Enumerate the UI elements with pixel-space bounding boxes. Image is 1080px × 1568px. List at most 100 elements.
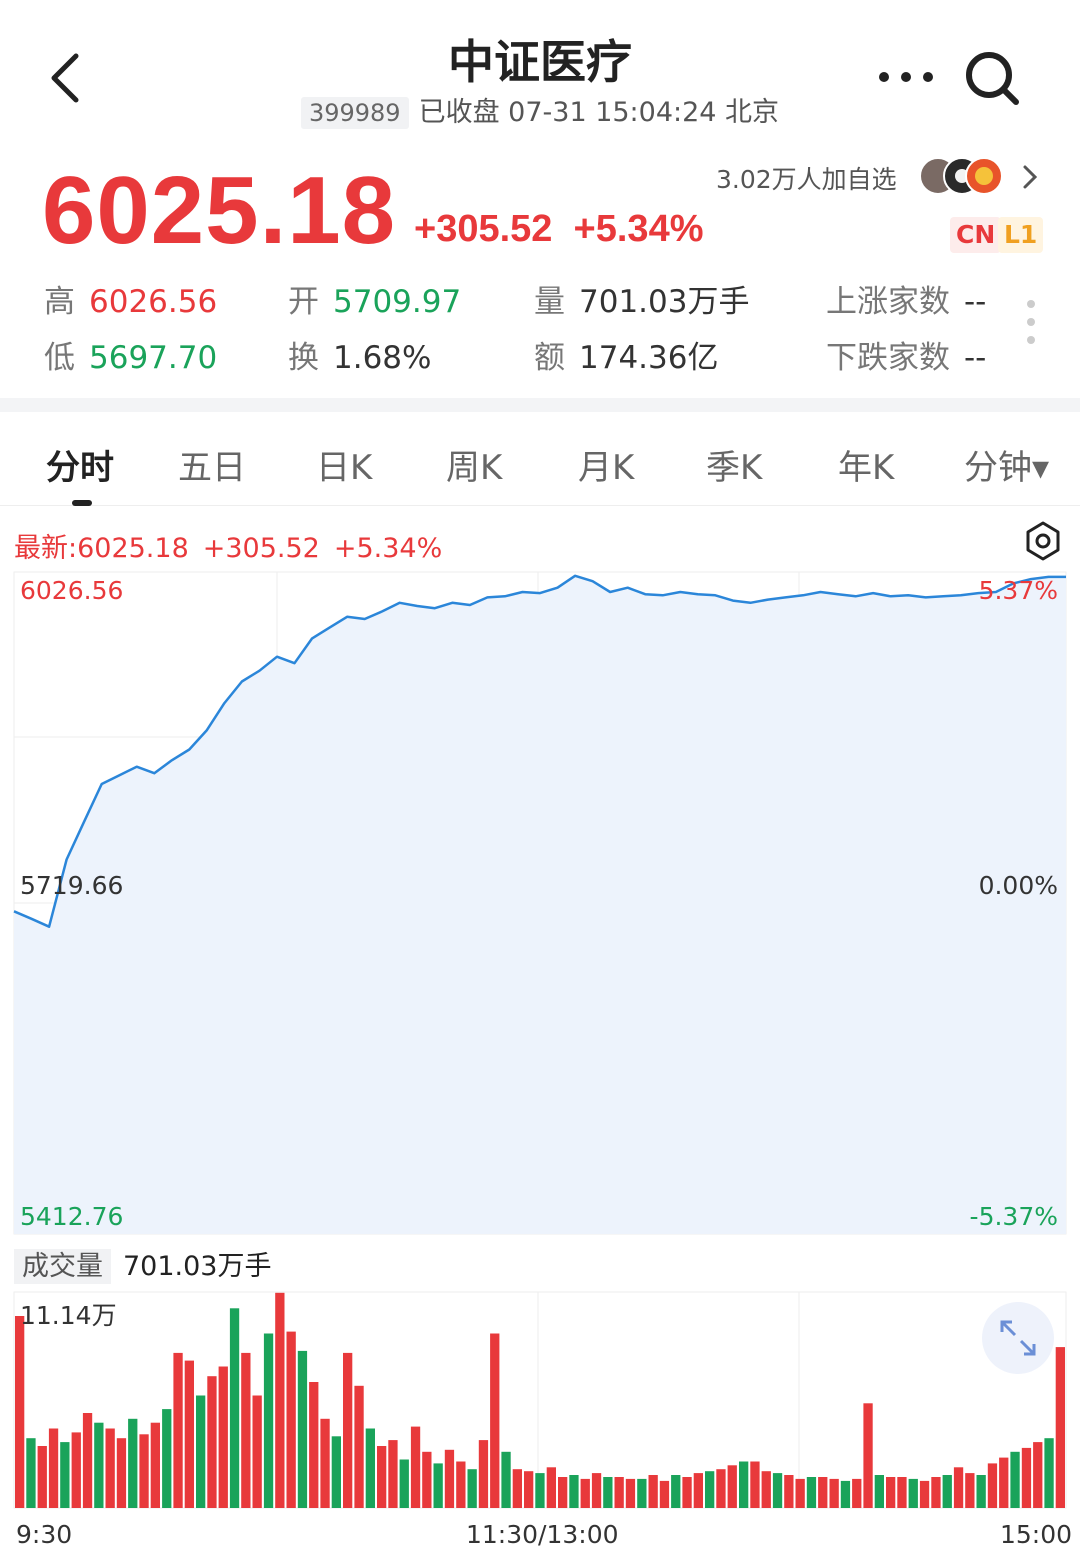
volume-header: 成交量 701.03万手	[14, 1244, 271, 1284]
tab-intraday[interactable]: 分时	[46, 448, 114, 488]
price-area-fill	[14, 575, 1066, 1234]
volume-bar	[218, 1366, 228, 1508]
stat-high: 高 6026.56	[44, 284, 218, 320]
volume-bar	[331, 1436, 341, 1508]
volume-bar	[524, 1471, 534, 1508]
volume-bar	[705, 1471, 715, 1508]
volume-bar	[761, 1471, 771, 1508]
volume-bar	[433, 1463, 443, 1508]
volume-bar	[162, 1409, 172, 1508]
tab-weekly-k[interactable]: 周K	[446, 448, 503, 488]
top-nav-bar: 中证医疗 399989 已收盘 07-31 15:04:24 北京	[0, 0, 1080, 140]
volume-bar	[241, 1352, 251, 1508]
change-value: +305.52	[414, 208, 553, 250]
stat-rise-count: 上涨家数 --	[826, 284, 987, 320]
back-icon[interactable]	[40, 48, 96, 108]
volume-bar	[196, 1395, 206, 1508]
volume-bar	[987, 1463, 998, 1508]
volume-bar	[252, 1395, 262, 1508]
price-change: +305.52 +5.34%	[414, 208, 704, 251]
time-label-midday: 11:30/13:00	[466, 1520, 619, 1549]
volume-bar	[320, 1418, 330, 1508]
tab-daily-k[interactable]: 日K	[316, 448, 373, 488]
volume-bar	[614, 1477, 624, 1508]
tab-yearly-k[interactable]: 年K	[838, 448, 895, 488]
volume-bar	[693, 1473, 703, 1508]
chevron-right-icon[interactable]	[1020, 162, 1040, 192]
volume-bar	[275, 1292, 285, 1508]
volume-bar	[1010, 1451, 1020, 1508]
volume-bar	[795, 1478, 805, 1508]
volume-bar	[207, 1376, 217, 1508]
volume-bar	[874, 1475, 884, 1508]
tab-five-day[interactable]: 五日	[178, 448, 246, 488]
follower-avatars[interactable]	[918, 156, 1010, 196]
volume-bar	[297, 1350, 308, 1508]
volume-bar	[591, 1473, 602, 1508]
volume-bar	[682, 1477, 692, 1508]
more-icon[interactable]	[874, 55, 938, 99]
y-label-high: 6026.56	[20, 576, 124, 605]
last-price: 6025.18	[42, 157, 397, 264]
latest-price-bar: 最新:6025.18 +305.52 +5.34%	[14, 526, 456, 565]
page-title: 中证医疗	[448, 35, 632, 89]
volume-bar	[739, 1461, 749, 1508]
volume-bar	[953, 1467, 964, 1508]
volume-bar	[558, 1477, 568, 1508]
stat-open-value: 5709.97	[333, 284, 462, 320]
volume-bar	[105, 1428, 115, 1508]
time-label-open: 9:30	[16, 1520, 73, 1549]
volume-bar	[942, 1475, 952, 1508]
expand-stats-icon[interactable]	[1024, 298, 1038, 348]
search-icon[interactable]	[958, 46, 1028, 110]
follower-count[interactable]: 3.02万人加自选	[716, 165, 897, 194]
volume-bar	[886, 1477, 896, 1508]
volume-bar	[535, 1473, 545, 1508]
volume-bar	[784, 1475, 794, 1508]
section-divider	[0, 398, 1080, 412]
volume-bar	[648, 1475, 658, 1508]
volume-bar	[490, 1333, 500, 1508]
volume-bar	[829, 1478, 839, 1508]
pct-label-low: -5.37%	[969, 1202, 1058, 1231]
volume-bar	[184, 1360, 194, 1508]
chart-settings-icon[interactable]	[1022, 520, 1064, 562]
volume-bar	[456, 1461, 466, 1508]
volume-bar	[546, 1467, 556, 1508]
tab-quarterly-k[interactable]: 季K	[706, 448, 763, 488]
stat-volume: 量 701.03万手	[534, 284, 750, 320]
volume-bar	[116, 1438, 127, 1508]
period-tabs: 分时 五日 日K 周K 月K 季K 年K 分钟▾	[0, 412, 1080, 506]
volume-bar	[94, 1422, 104, 1508]
volume-bar	[727, 1465, 737, 1508]
intraday-chart[interactable]	[0, 560, 1080, 1540]
fullscreen-button[interactable]	[982, 1302, 1054, 1374]
stat-fall-count: 下跌家数 --	[826, 340, 987, 376]
stat-turnover: 换 1.68%	[288, 340, 432, 376]
volume-bar	[71, 1432, 81, 1508]
volume-bar	[852, 1478, 862, 1508]
volume-bar	[173, 1352, 183, 1508]
volume-bar	[965, 1473, 975, 1508]
volume-bar	[410, 1426, 421, 1508]
volume-bar	[422, 1451, 432, 1508]
volume-bar	[750, 1461, 760, 1508]
stat-high-value: 6026.56	[89, 284, 218, 320]
volume-bar	[512, 1469, 522, 1508]
volume-bar	[37, 1446, 47, 1508]
volume-bar	[399, 1459, 409, 1508]
y-label-base: 5719.66	[20, 871, 124, 900]
volume-bar	[286, 1331, 296, 1508]
stat-low: 低 5697.70	[44, 340, 218, 376]
volume-bar	[919, 1480, 930, 1508]
volume-bar	[60, 1442, 70, 1508]
volume-bar	[976, 1475, 986, 1508]
tab-monthly-k[interactable]: 月K	[578, 448, 635, 488]
tab-minute-dropdown[interactable]: 分钟▾	[964, 448, 1050, 488]
pct-label-base: 0.00%	[978, 871, 1058, 900]
volume-bar	[908, 1478, 918, 1508]
stat-amount: 额 174.36亿	[534, 340, 719, 376]
volume-bar	[263, 1333, 274, 1508]
stat-turnover-value: 1.68%	[333, 340, 432, 376]
volume-bar	[229, 1308, 240, 1508]
